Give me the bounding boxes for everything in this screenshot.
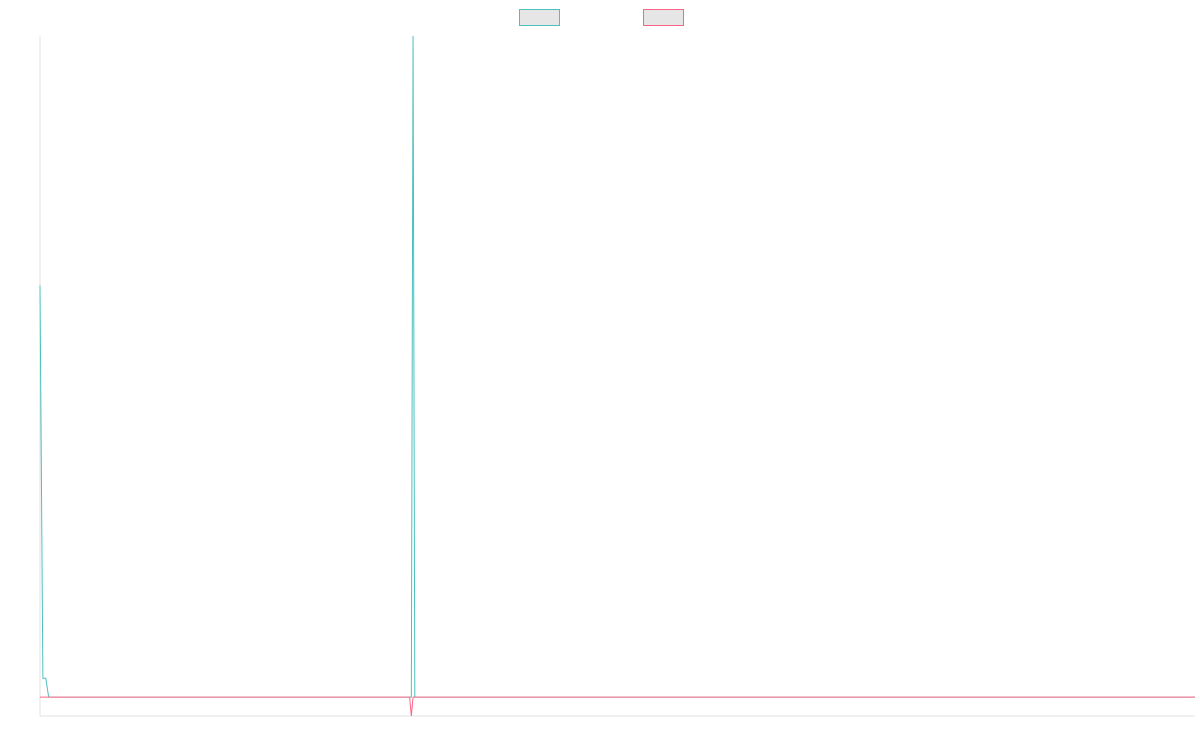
legend — [519, 9, 684, 26]
legend-swatch-1[interactable] — [519, 9, 560, 26]
legend-swatch-2[interactable] — [643, 9, 684, 26]
legend-item-2[interactable] — [643, 9, 684, 26]
legend-item-1[interactable] — [519, 9, 560, 26]
axes — [39, 36, 1195, 717]
series-layer — [39, 35, 1195, 717]
series-line-1 — [39, 35, 1195, 698]
series-line-2 — [40, 696, 1195, 717]
